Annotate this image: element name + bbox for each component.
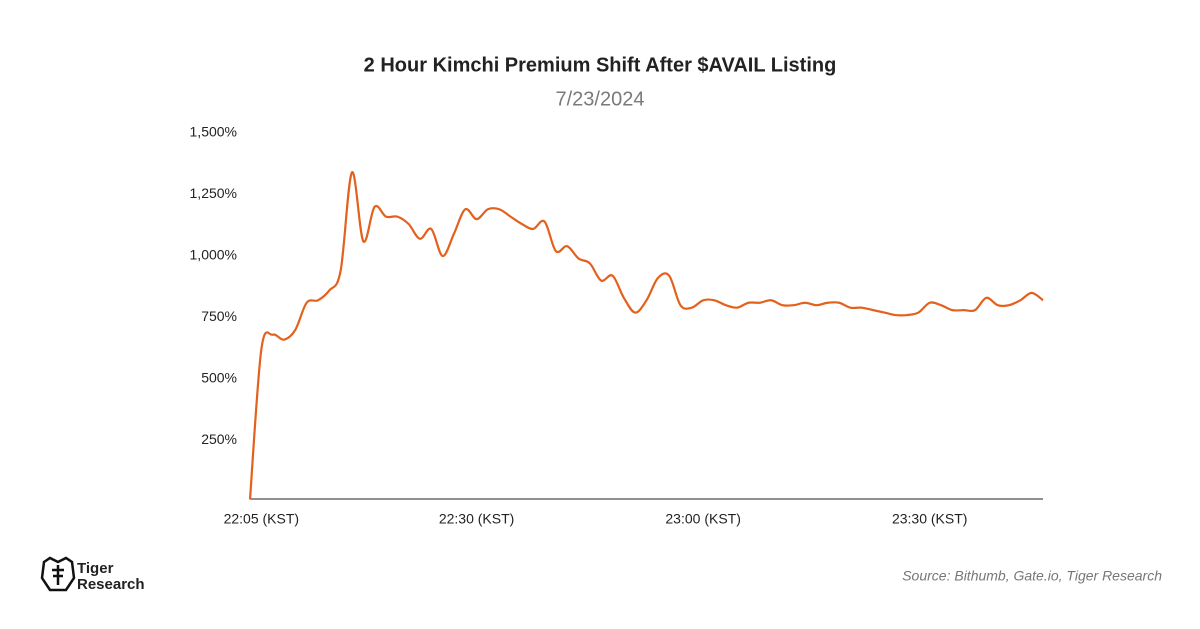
data-line bbox=[248, 171, 1044, 500]
chart-subtitle: 7/23/2024 bbox=[556, 88, 645, 110]
x-tick-label: 23:00 (KST) bbox=[665, 511, 740, 527]
logo-text: Research bbox=[77, 576, 145, 593]
y-tick-label: 750% bbox=[201, 308, 237, 324]
y-tick-label: 1,500% bbox=[190, 124, 237, 140]
logo-icon bbox=[40, 556, 76, 592]
x-tick-label: 22:05 (KST) bbox=[224, 511, 299, 527]
y-tick-label: 1,250% bbox=[190, 185, 237, 201]
y-tick-label: 1,000% bbox=[190, 247, 237, 263]
chart-title: 2 Hour Kimchi Premium Shift After $AVAIL… bbox=[364, 54, 837, 76]
y-tick-label: 500% bbox=[201, 370, 237, 386]
x-tick-label: 22:30 (KST) bbox=[439, 511, 514, 527]
logo-text: Tiger bbox=[77, 560, 114, 577]
y-tick-label: 250% bbox=[201, 431, 237, 447]
source-note: Source: Bithumb, Gate.io, Tiger Research bbox=[902, 568, 1162, 584]
x-tick-label: 23:30 (KST) bbox=[892, 511, 967, 527]
